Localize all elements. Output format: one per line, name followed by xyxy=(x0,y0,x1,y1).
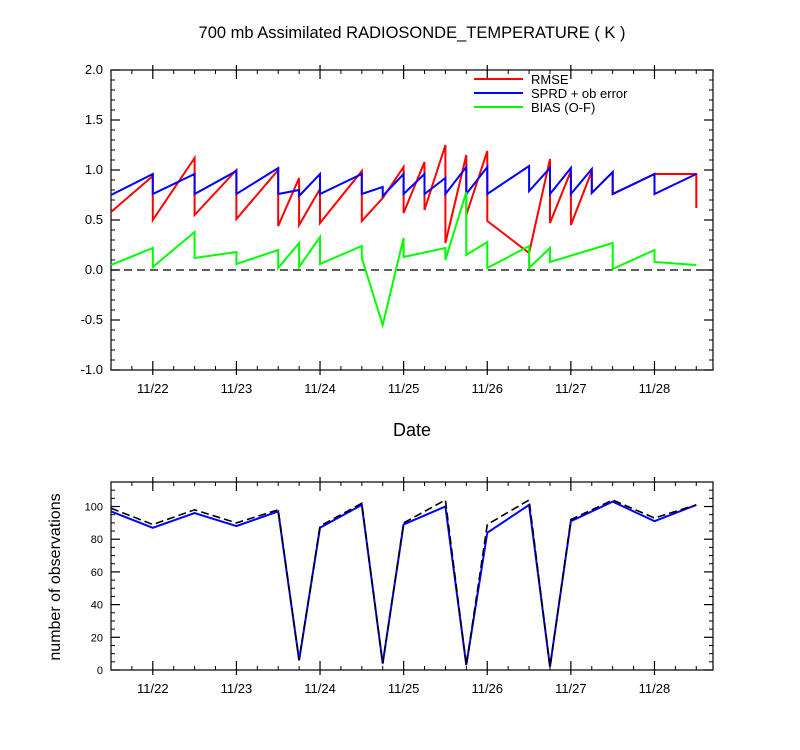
series-line-dashed xyxy=(110,498,697,667)
x-tick-label: 11/27 xyxy=(555,381,587,396)
x-tick-label: 11/24 xyxy=(304,681,336,696)
plot-frame xyxy=(110,481,714,671)
y-tick-label: 0.5 xyxy=(85,212,103,227)
y-tick-label: 1.0 xyxy=(85,162,103,177)
y-tick-label: 80 xyxy=(91,534,103,546)
series-line-rmse xyxy=(110,144,698,255)
y-tick-label: 1.5 xyxy=(85,112,103,127)
y-tick-label: 2.0 xyxy=(85,62,103,77)
y-tick-label: 100 xyxy=(85,502,103,514)
x-tick-label: 11/23 xyxy=(221,681,253,696)
series-line-sprd-ob-error xyxy=(110,164,697,199)
legend-label: SPRD + ob error xyxy=(531,86,628,101)
x-tick-label: 11/27 xyxy=(555,681,587,696)
chart-title: 700 mb Assimilated RADIOSONDE_TEMPERATUR… xyxy=(199,24,626,42)
x-tick-label: 11/25 xyxy=(388,381,420,396)
y-tick-label: 0 xyxy=(97,665,103,677)
y-tick-label: 0.0 xyxy=(85,262,103,277)
x-tick-label: 11/23 xyxy=(221,381,253,396)
y-tick-label: 20 xyxy=(91,632,103,644)
series-line-bias-o-f xyxy=(110,191,697,329)
y-tick-label: -1.0 xyxy=(81,362,103,377)
legend-label: BIAS (O-F) xyxy=(531,100,595,115)
legend-label: RMSE xyxy=(531,72,569,87)
series-line-solid xyxy=(110,500,697,667)
bottom-chart: 11/22 11/23 11/24 11/25 11/26 11/27 11/28 0 20 40… xyxy=(85,477,714,696)
x-tick-label: 11/24 xyxy=(304,381,336,396)
x-tick-label: 11/22 xyxy=(137,381,169,396)
plot-frame xyxy=(110,69,714,371)
top-chart: 11/22 11/23 11/24 11/25 11/26 11/27 11/28 -1.0 -… xyxy=(81,62,714,396)
x-tick-label: 11/26 xyxy=(471,381,503,396)
x-axis-label: Date xyxy=(393,420,431,440)
x-tick-label: 11/22 xyxy=(137,681,169,696)
x-tick-label: 11/25 xyxy=(388,681,420,696)
x-tick-label: 11/28 xyxy=(639,681,671,696)
y-tick-label: -0.5 xyxy=(81,312,103,327)
y-tick-label: 60 xyxy=(91,567,103,579)
y-axis-label-observations: number of observations xyxy=(47,493,64,660)
y-tick-label: 40 xyxy=(91,600,103,612)
x-tick-label: 11/26 xyxy=(471,681,503,696)
x-tick-label: 11/28 xyxy=(639,381,671,396)
